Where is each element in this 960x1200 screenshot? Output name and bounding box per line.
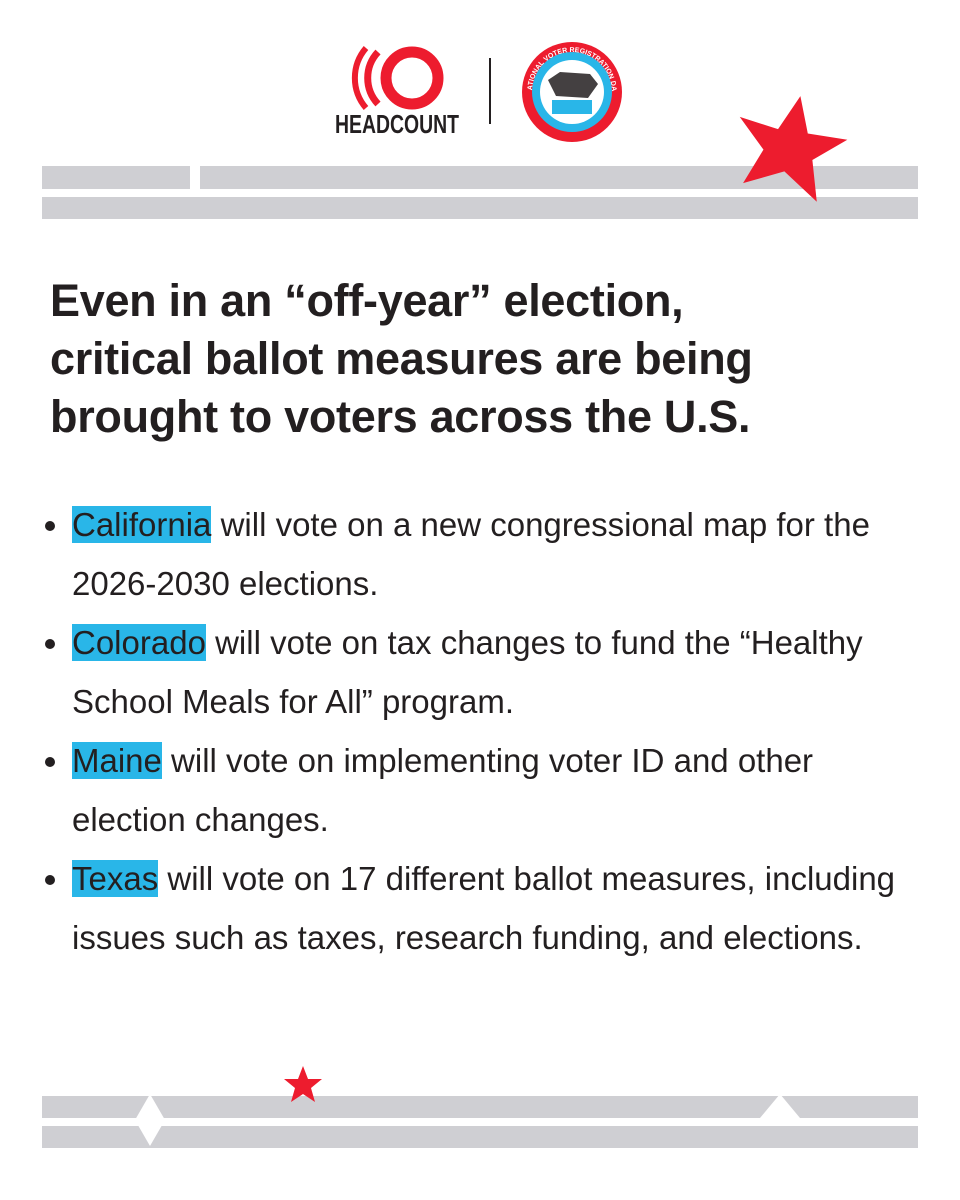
headcount-logo: HEADCOUNT bbox=[335, 46, 459, 139]
small-star bbox=[284, 1066, 322, 1102]
title-line: brought to voters across the U.S. bbox=[50, 391, 751, 442]
state: Maine bbox=[72, 742, 162, 779]
measure-item: Maine will vote on implementing voter ID… bbox=[72, 731, 922, 849]
measure-list: California will vote on a new congressio… bbox=[40, 495, 922, 967]
title: Even in an “off-year” election, critical… bbox=[50, 272, 753, 446]
measure-item: Colorado will vote on tax changes to fun… bbox=[72, 613, 922, 731]
logo-text: HEADCOUNT bbox=[335, 109, 459, 139]
measure-text: will vote on 17 different ballot measure… bbox=[72, 860, 896, 956]
title-line: Even in an “off-year” election, bbox=[50, 275, 684, 326]
title-line: critical ballot measures are being bbox=[50, 333, 753, 384]
stripes bbox=[42, 166, 918, 1148]
measure-text: will vote on tax changes to fund the “He… bbox=[72, 624, 863, 720]
badge: NATIONAL VOTER REGISTRATION DAY bbox=[0, 0, 622, 142]
state: Texas bbox=[72, 860, 159, 897]
star bbox=[739, 96, 848, 202]
measure-text: will vote on implementing voter ID and o… bbox=[72, 742, 814, 838]
measure-text: will vote on a new congressional map for… bbox=[72, 506, 870, 602]
measure-item: Texas will vote on 17 different ballot m… bbox=[72, 849, 922, 967]
state: California bbox=[72, 506, 212, 543]
measure-item: California will vote on a new congressio… bbox=[72, 495, 922, 613]
state: Colorado bbox=[72, 624, 206, 661]
